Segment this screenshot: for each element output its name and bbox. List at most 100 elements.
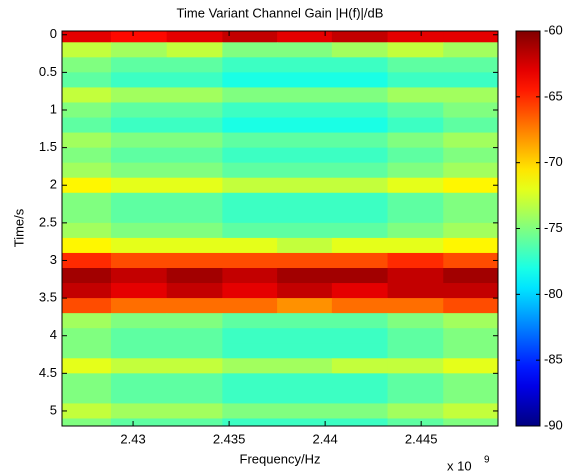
- heat-cell: [62, 72, 112, 88]
- heat-cell: [277, 418, 333, 426]
- heat-cell: [443, 57, 498, 73]
- heat-cell: [222, 147, 278, 164]
- heat-cell: [110, 42, 168, 58]
- y-axis-label: Time/s: [11, 208, 26, 247]
- heat-cell: [222, 313, 278, 329]
- heat-cell: [387, 177, 444, 194]
- heat-cell: [222, 177, 278, 194]
- heat-cell: [331, 207, 389, 224]
- heat-cell: [387, 162, 444, 179]
- heat-cell: [62, 207, 112, 224]
- heat-cell: [166, 328, 223, 344]
- heat-cell: [277, 388, 333, 404]
- heat-cell: [277, 132, 333, 149]
- heat-cell: [62, 343, 112, 359]
- heat-cell: [62, 102, 112, 119]
- heat-cell: [443, 102, 498, 119]
- heat-cell: [331, 298, 389, 314]
- heat-cell: [443, 268, 498, 284]
- heat-cell: [166, 207, 223, 224]
- heat-cell: [387, 418, 444, 426]
- colorbar-tick-label: -80: [544, 286, 563, 301]
- heat-cell: [331, 177, 389, 194]
- heat-cell: [277, 117, 333, 134]
- y-tick-label: 1.5: [39, 139, 57, 154]
- heat-cell: [443, 358, 498, 374]
- y-tick-label: 1: [50, 101, 57, 116]
- y-tick-label: 5: [50, 402, 57, 417]
- heat-cell: [110, 388, 168, 404]
- heat-cell: [443, 42, 498, 58]
- heat-cell: [62, 268, 112, 284]
- heat-cell: [110, 252, 168, 269]
- heat-cell: [110, 358, 168, 374]
- heat-cell: [62, 283, 112, 299]
- heat-cell: [277, 87, 333, 103]
- heat-cell: [443, 31, 498, 43]
- heat-cell: [387, 313, 444, 329]
- heat-cell: [331, 31, 389, 43]
- heat-cell: [222, 252, 278, 269]
- y-tick-label: 0: [50, 26, 57, 41]
- heat-cell: [443, 207, 498, 224]
- heat-cell: [166, 31, 223, 43]
- heat-cell: [443, 373, 498, 389]
- y-tick-label: 4: [50, 327, 57, 342]
- heat-cell: [110, 72, 168, 88]
- heat-cell: [222, 237, 278, 254]
- heat-cell: [222, 162, 278, 179]
- heat-cell: [331, 222, 389, 239]
- heat-cell: [166, 298, 223, 314]
- heat-cell: [166, 403, 223, 419]
- heat-cell: [166, 222, 223, 239]
- heat-cell: [443, 418, 498, 426]
- heat-cell: [277, 252, 333, 269]
- heat-cell: [277, 72, 333, 88]
- heat-cell: [222, 42, 278, 58]
- heat-cell: [166, 162, 223, 179]
- heat-cell: [277, 283, 333, 299]
- heat-cell: [277, 403, 333, 419]
- x-multiplier-exponent: 9: [484, 455, 490, 466]
- heat-cell: [277, 177, 333, 194]
- heat-cell: [387, 117, 444, 134]
- heat-cell: [62, 328, 112, 344]
- heat-cell: [110, 283, 168, 299]
- heatmap: [62, 31, 498, 426]
- heat-cell: [222, 418, 278, 426]
- heat-cell: [62, 87, 112, 103]
- heat-cell: [222, 328, 278, 344]
- heat-cell: [222, 373, 278, 389]
- heat-cell: [62, 31, 112, 43]
- heat-cell: [110, 117, 168, 134]
- heat-cell: [110, 373, 168, 389]
- heat-cell: [443, 192, 498, 209]
- heat-cell: [331, 388, 389, 404]
- heat-cell: [110, 192, 168, 209]
- heat-cell: [166, 343, 223, 359]
- heat-cell: [110, 418, 168, 426]
- heat-cell: [387, 328, 444, 344]
- heat-cell: [166, 237, 223, 254]
- heat-cell: [110, 57, 168, 73]
- heat-cell: [222, 222, 278, 239]
- heat-cell: [222, 268, 278, 284]
- y-tick-label: 3.5: [39, 290, 57, 305]
- heat-cell: [110, 162, 168, 179]
- heat-cell: [443, 132, 498, 149]
- heat-cell: [443, 388, 498, 404]
- heat-cell: [277, 328, 333, 344]
- heat-cell: [62, 162, 112, 179]
- heat-cell: [387, 132, 444, 149]
- heat-cell: [222, 132, 278, 149]
- heat-cell: [222, 358, 278, 374]
- heat-cell: [166, 72, 223, 88]
- y-tick-label: 0.5: [39, 64, 57, 79]
- heat-cell: [331, 72, 389, 88]
- heat-cell: [166, 117, 223, 134]
- heat-cell: [62, 313, 112, 329]
- colorbar-tick-label: -65: [544, 88, 563, 103]
- heat-cell: [62, 57, 112, 73]
- heat-cell: [387, 252, 444, 269]
